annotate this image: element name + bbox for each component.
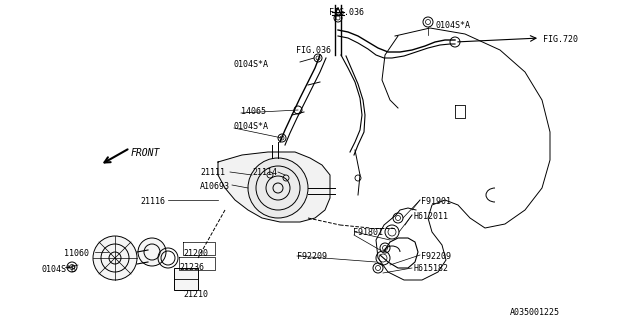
Text: A035001225: A035001225 [510, 308, 560, 317]
Text: H612011: H612011 [413, 212, 448, 221]
Circle shape [93, 236, 137, 280]
Circle shape [248, 158, 308, 218]
Text: FRONT: FRONT [131, 148, 161, 158]
Text: FIG.036: FIG.036 [329, 8, 364, 17]
Text: F92209: F92209 [421, 252, 451, 261]
Text: 21111: 21111 [200, 168, 225, 177]
Text: 21200: 21200 [183, 249, 208, 258]
Text: 0104S*B: 0104S*B [42, 265, 77, 274]
Text: 14065: 14065 [241, 107, 266, 116]
Text: 0104S*A: 0104S*A [234, 122, 269, 131]
Text: 21210: 21210 [183, 290, 208, 299]
Text: FIG.720: FIG.720 [543, 35, 578, 44]
Text: A10693: A10693 [200, 182, 230, 191]
Polygon shape [218, 152, 330, 222]
Text: H615182: H615182 [413, 264, 448, 273]
FancyBboxPatch shape [174, 268, 198, 290]
Text: 0104S*A: 0104S*A [234, 60, 269, 69]
Text: 21236: 21236 [179, 263, 204, 272]
Text: F91801: F91801 [353, 228, 383, 237]
Text: 11060: 11060 [64, 249, 89, 258]
Text: 0104S*A: 0104S*A [436, 21, 471, 30]
Text: 21114: 21114 [252, 168, 277, 177]
Text: F92209: F92209 [297, 252, 327, 261]
Text: F91901: F91901 [421, 197, 451, 206]
Text: 21116: 21116 [140, 197, 165, 206]
Circle shape [138, 238, 166, 266]
Text: FIG.036: FIG.036 [296, 46, 331, 55]
